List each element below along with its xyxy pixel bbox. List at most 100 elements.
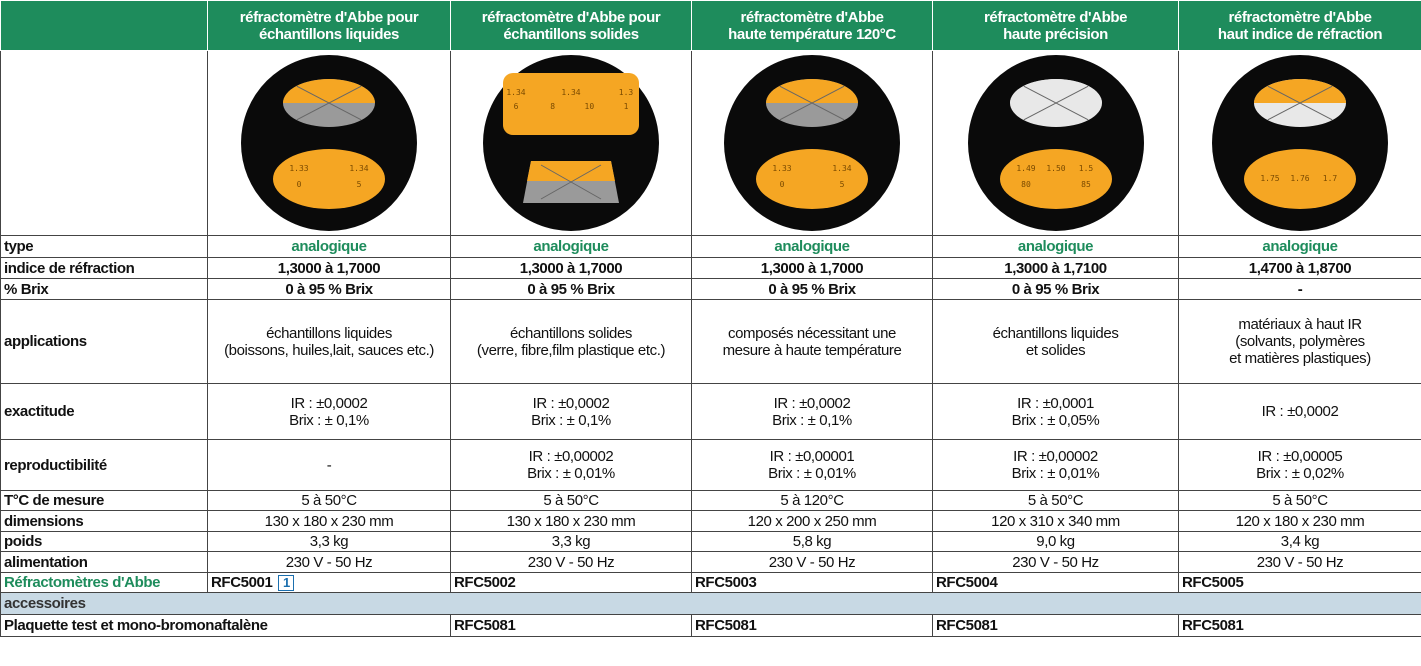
row-label: % Brix	[1, 279, 208, 300]
row-label: alimentation	[1, 552, 208, 573]
cell-value: 130 x 180 x 230 mm	[208, 511, 451, 532]
accessory-code: RFC5081	[1179, 615, 1421, 637]
accessory-code: RFC5081	[451, 615, 692, 637]
cell-value: analogique	[451, 236, 692, 258]
image-cell: 1.331.3405	[692, 51, 933, 236]
models-label: Réfractomètres d'Abbe	[1, 573, 208, 593]
cell-value: 0 à 95 % Brix	[933, 279, 1179, 300]
scale-label: 1.34	[349, 164, 368, 173]
scale-window	[503, 73, 639, 135]
cell-value: 120 x 180 x 230 mm	[1179, 511, 1421, 532]
scale-window	[756, 149, 868, 209]
column-title: réfractomètre d'Abbe haute température 1…	[692, 1, 933, 51]
cell-value: 230 V - 50 Hz	[1179, 552, 1421, 573]
column-title: réfractomètre d'Abbe haute précision	[933, 1, 1179, 51]
scale-label: 5	[357, 180, 362, 189]
refractometer-view: 1.491.501.58085	[938, 51, 1174, 231]
cell-value: IR : ±0,0002 Brix : ± 0,1%	[692, 384, 933, 440]
cell-value: 120 x 200 x 250 mm	[692, 511, 933, 532]
model-code-text: RFC5003	[695, 574, 756, 591]
scale-label: 0	[297, 180, 302, 189]
scale-label: 1.50	[1046, 164, 1065, 173]
cell-value: 0 à 95 % Brix	[451, 279, 692, 300]
table-row: accessoires	[1, 593, 1421, 615]
cell-value: 1,3000 à 1,7000	[451, 258, 692, 279]
scale-label: 1.75	[1260, 174, 1279, 183]
cell-value: analogique	[208, 236, 451, 258]
cell-value: 230 V - 50 Hz	[208, 552, 451, 573]
row-label: T°C de mesure	[1, 491, 208, 511]
column-title: réfractomètre d'Abbe haut indice de réfr…	[1179, 1, 1421, 51]
model-code: RFC5005	[1179, 573, 1421, 593]
row-label: reproductibilité	[1, 440, 208, 491]
cell-value: 3,3 kg	[451, 532, 692, 552]
scale-label: 1.34	[506, 88, 525, 97]
scale-label: 1.3	[619, 88, 634, 97]
model-code-text: RFC5004	[936, 574, 997, 591]
cell-value: 5 à 50°C	[451, 491, 692, 511]
table-row: Réfractomètres d'AbbeRFC50011RFC5002 RFC5…	[1, 573, 1421, 593]
scale-label: 1.49	[1016, 164, 1035, 173]
cell-value: 1,3000 à 1,7000	[692, 258, 933, 279]
scale-label: 1.34	[832, 164, 851, 173]
image-cell: 1.341.341.368101	[451, 51, 692, 236]
cell-value: analogique	[692, 236, 933, 258]
scale-label: 0	[780, 180, 785, 189]
cell-value: analogique	[1179, 236, 1421, 258]
model-code: RFC5002	[451, 573, 692, 593]
scale-label: 80	[1021, 180, 1031, 189]
cell-value: composés nécessitant une mesure à haute …	[692, 300, 933, 384]
model-code: RFC5003	[692, 573, 933, 593]
scale-label: 1.34	[561, 88, 580, 97]
cell-value: 230 V - 50 Hz	[933, 552, 1179, 573]
table-row: reproductibilité-IR : ±0,00002 Brix : ± …	[1, 440, 1421, 491]
model-code: RFC50011	[208, 573, 451, 593]
accessory-code: RFC5081	[933, 615, 1179, 637]
cell-value: 120 x 310 x 340 mm	[933, 511, 1179, 532]
cell-value: matériaux à haut IR (solvants, polymères…	[1179, 300, 1421, 384]
cell-value: IR : ±0,0002	[1179, 384, 1421, 440]
cell-value: analogique	[933, 236, 1179, 258]
cell-value: 9,0 kg	[933, 532, 1179, 552]
cell-value: IR : ±0,00001 Brix : ± 0,01%	[692, 440, 933, 491]
row-label: type	[1, 236, 208, 258]
row-label: poids	[1, 532, 208, 552]
row-label: applications	[1, 300, 208, 384]
cell-value: 3,4 kg	[1179, 532, 1421, 552]
cell-value: échantillons liquides (boissons, huiles,…	[208, 300, 451, 384]
column-title: réfractomètre d'Abbe pour échantillons l…	[208, 1, 451, 51]
scale-label: 10	[585, 102, 595, 111]
scale-label: 85	[1081, 180, 1091, 189]
refractometer-view: 1.33 1.34 0 5	[211, 51, 447, 231]
row-label: dimensions	[1, 511, 208, 532]
cell-value: 230 V - 50 Hz	[692, 552, 933, 573]
cell-value: 230 V - 50 Hz	[451, 552, 692, 573]
scale-label: 5	[840, 180, 845, 189]
cell-value: 5 à 50°C	[1179, 491, 1421, 511]
cell-value: IR : ±0,00002 Brix : ± 0,01%	[451, 440, 692, 491]
cell-value: IR : ±0,0002 Brix : ± 0,1%	[451, 384, 692, 440]
cell-value: 3,3 kg	[208, 532, 451, 552]
model-code-text: RFC5002	[454, 574, 515, 591]
cell-value: 1,4700 à 1,8700	[1179, 258, 1421, 279]
image-cell: 1.33 1.34 0 5	[208, 51, 451, 236]
table-row: T°C de mesure5 à 50°C5 à 50°C5 à 120°C5 …	[1, 491, 1421, 511]
scale-label: 1.33	[289, 164, 308, 173]
cell-value: 0 à 95 % Brix	[692, 279, 933, 300]
accessory-code: RFC5081	[692, 615, 933, 637]
model-code-text: RFC5005	[1182, 574, 1243, 591]
cell-value: 0 à 95 % Brix	[208, 279, 451, 300]
cell-value: IR : ±0,00005 Brix : ± 0,02%	[1179, 440, 1421, 491]
row-label: exactitude	[1, 384, 208, 440]
cell-value: -	[1179, 279, 1421, 300]
